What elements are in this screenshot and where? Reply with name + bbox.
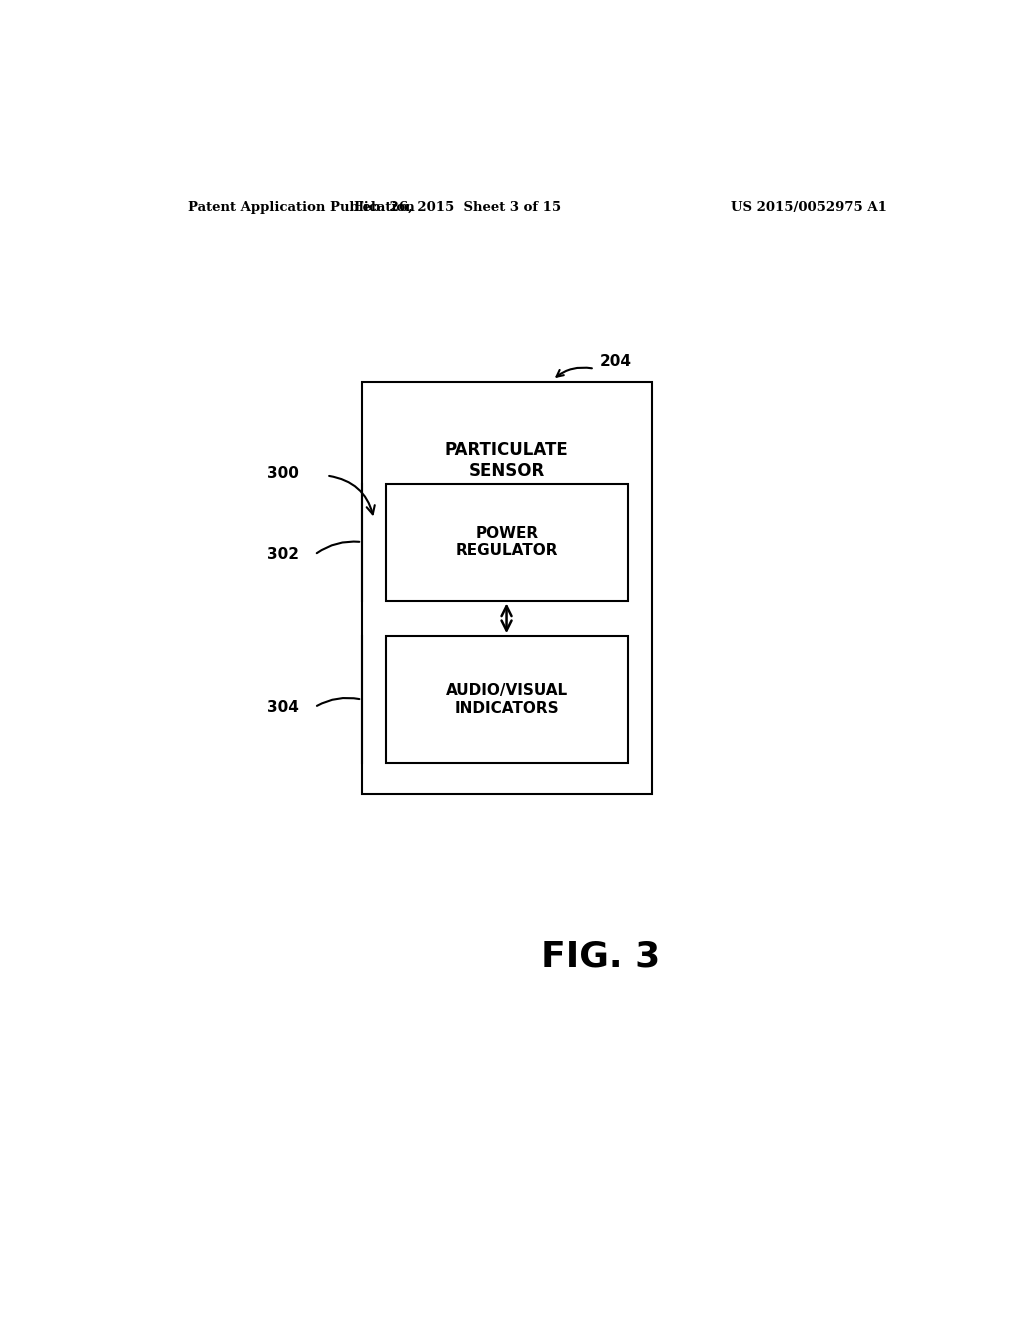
Text: POWER
REGULATOR: POWER REGULATOR bbox=[456, 525, 558, 558]
Text: Feb. 26, 2015  Sheet 3 of 15: Feb. 26, 2015 Sheet 3 of 15 bbox=[353, 201, 561, 214]
Text: 304: 304 bbox=[266, 700, 299, 714]
Text: US 2015/0052975 A1: US 2015/0052975 A1 bbox=[731, 201, 887, 214]
Bar bbox=[386, 483, 628, 601]
Text: Patent Application Publication: Patent Application Publication bbox=[187, 201, 415, 214]
Bar bbox=[386, 636, 628, 763]
Bar bbox=[362, 381, 651, 793]
Text: PARTICULATE
SENSOR: PARTICULATE SENSOR bbox=[444, 441, 568, 479]
Text: 302: 302 bbox=[266, 548, 299, 562]
Text: 204: 204 bbox=[600, 354, 632, 370]
Text: FIG. 3: FIG. 3 bbox=[541, 940, 659, 973]
Text: AUDIO/VISUAL
INDICATORS: AUDIO/VISUAL INDICATORS bbox=[445, 684, 568, 715]
Text: 300: 300 bbox=[266, 466, 299, 480]
